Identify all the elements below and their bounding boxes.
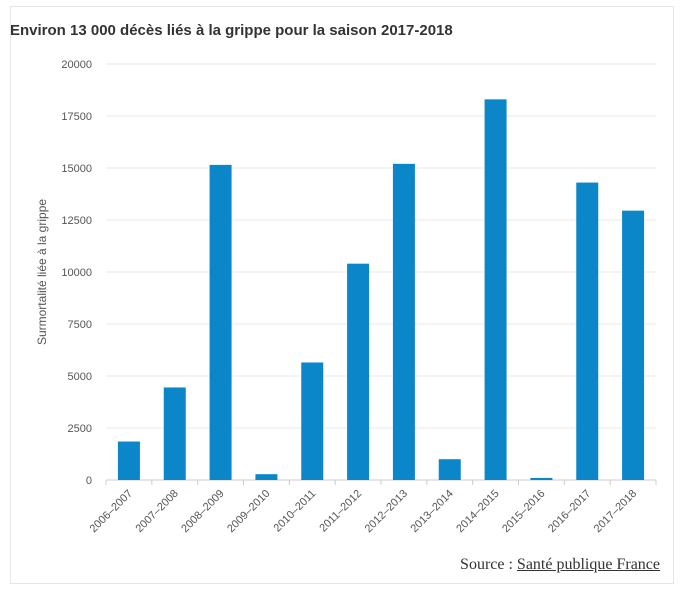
bar [255, 474, 278, 480]
bar [209, 164, 232, 480]
y-tick-label: 7500 [68, 319, 92, 331]
bar [576, 182, 599, 480]
x-tick-label: 2017–2018 [592, 488, 639, 535]
x-tick-label: 2006–2007 [88, 488, 135, 535]
bar [117, 441, 140, 480]
y-tick-label: 2500 [68, 423, 92, 435]
source-link[interactable]: Santé publique France [516, 556, 660, 573]
y-tick-label: 0 [86, 475, 92, 487]
y-tick-label: 10000 [61, 267, 92, 279]
bar [530, 477, 553, 480]
y-axis-ticks: 0 2500 5000 7500 10000 12500 15000 17500 20000 [61, 59, 92, 487]
bar [163, 387, 186, 480]
y-tick-label: 20000 [61, 59, 92, 71]
y-tick-label: 17500 [61, 111, 92, 123]
bar [484, 99, 507, 481]
x-tick-label: 2007–2008 [133, 488, 180, 535]
x-tick-label: 2010–2011 [272, 488, 319, 535]
x-tick-label: 2016–2017 [546, 488, 593, 535]
x-tick-label: 2011–2012 [317, 488, 364, 535]
x-tick-label: 2014–2015 [454, 488, 501, 535]
chart-card [10, 6, 674, 584]
bar [347, 263, 370, 480]
y-tick-label: 5000 [68, 371, 92, 383]
y-tick-label: 12500 [61, 215, 92, 227]
x-axis-ticks: 2006–20072007–20082008–20092009–20102010… [88, 480, 657, 535]
bar [301, 362, 324, 480]
chart-title: Environ 13 000 décès liés à la grippe po… [10, 22, 453, 39]
y-tick-label: 15000 [61, 163, 92, 175]
x-tick-label: 2013–2014 [408, 488, 455, 535]
source-credit: Source : Santé publique France [460, 556, 660, 574]
bar [622, 210, 645, 480]
bar [392, 163, 415, 480]
x-tick-label: 2015–2016 [500, 488, 547, 535]
source-prefix: Source : [460, 556, 517, 573]
bar [438, 459, 461, 480]
x-tick-label: 2009–2010 [225, 488, 272, 535]
x-tick-label: 2012–2013 [363, 488, 410, 535]
gridlines [106, 63, 656, 481]
x-tick-label: 2008–2009 [179, 488, 226, 535]
bars [117, 99, 645, 481]
y-axis-label: Surmortalité liée à la grippe [35, 199, 49, 345]
